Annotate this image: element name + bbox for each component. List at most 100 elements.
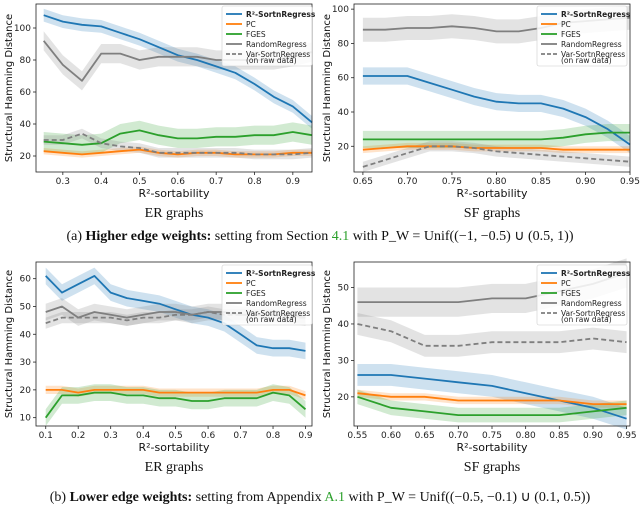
legend: R²-SortnRegressPCFGESRandomRegressVar-So… <box>536 264 631 326</box>
legend-box <box>536 264 628 326</box>
y-tick-label: 20 <box>338 142 350 152</box>
x-tick-label: 0.8 <box>247 177 262 187</box>
band-sortn <box>357 364 627 430</box>
x-tick-label: 0.5 <box>132 177 146 187</box>
y-axis-label: Structural Hamming Distance <box>322 14 333 162</box>
caption-a-bold: Higher edge weights: <box>86 229 212 244</box>
y-axis-label: Structural Hamming Distance <box>4 14 15 162</box>
legend-label-var: Var-SortnRegress <box>246 50 310 59</box>
x-tick-label: 0.75 <box>482 431 502 441</box>
x-tick-label: 0.70 <box>448 431 468 441</box>
legend-label-pc: PC <box>246 20 256 29</box>
caption-a: (a) Higher edge weights: setting from Se… <box>66 229 573 244</box>
x-tick-label: 0.1 <box>39 431 53 441</box>
x-tick-label: 0.6 <box>171 177 186 187</box>
legend-box <box>221 264 313 326</box>
x-tick-label: 0.8 <box>266 431 281 441</box>
legend-label-var-note: (on raw data) <box>246 315 297 324</box>
y-tick-label: 40 <box>338 108 350 118</box>
series-line-fges <box>44 391 307 419</box>
y-tick-label: 20 <box>338 393 350 403</box>
x-axis-label: R²-sortability <box>456 441 528 454</box>
legend-label-random: RandomRegress <box>246 299 307 308</box>
legend-label-pc: PC <box>561 279 571 288</box>
x-tick-label: 0.80 <box>486 177 506 187</box>
series-line-fges <box>357 395 627 417</box>
chart-a-sf-graphs: 0.65 0.70 0.75 0.80 0.85 0.90 0.95 20 40 60 80 100 R… <box>322 3 640 221</box>
caption-a-label: (a) <box>66 229 82 244</box>
x-tick-label: 0.95 <box>620 177 640 187</box>
caption-a-text: setting from Section <box>215 229 329 244</box>
x-tick-label: 0.4 <box>136 431 151 441</box>
legend-label-var: Var-SortnRegress <box>246 309 310 318</box>
caption-b-bold: Lower edge weights: <box>70 490 193 505</box>
y-tick-label: 100 <box>332 5 349 15</box>
x-tick-label: 0.3 <box>56 177 70 187</box>
plot-frame <box>35 261 313 427</box>
x-tick-label: 0.90 <box>583 431 603 441</box>
legend-label-fges: FGES <box>561 30 581 39</box>
y-tick-label: 40 <box>338 320 350 330</box>
series-line-var <box>43 132 313 156</box>
x-axis-label: R²-sortability <box>138 441 210 454</box>
chart-subtitle: ER graphs <box>145 206 204 221</box>
legend-label-sortn: R²-SortnRegress <box>246 10 316 19</box>
caption-b-ref[interactable]: A.1 <box>324 490 345 505</box>
plot-frame <box>35 3 313 173</box>
y-tick-label: 100 <box>14 24 31 34</box>
legend-label-pc: PC <box>246 279 256 288</box>
x-tick-label: 0.85 <box>531 177 551 187</box>
band-sortn <box>45 267 306 360</box>
legend-label-fges: FGES <box>246 30 266 39</box>
x-tick-label: 0.80 <box>516 431 536 441</box>
caption-b-text: setting from Appendix <box>196 490 322 505</box>
chart-subtitle: SF graphs <box>464 206 520 221</box>
legend-label-sortn: R²-SortnRegress <box>561 10 631 19</box>
x-tick-label: 0.2 <box>71 431 85 441</box>
plot-frame <box>353 3 631 173</box>
legend-label-sortn: R²-SortnRegress <box>561 269 631 278</box>
legend-label-var: Var-SortnRegress <box>561 309 625 318</box>
x-tick-label: 0.4 <box>94 177 109 187</box>
caption-b-rest: with P_W = Unif((−0.5, −0.1) ∪ (0.1, 0.5… <box>349 490 591 505</box>
legend: R²-SortnRegressPCFGESRandomRegressVar-So… <box>536 5 631 67</box>
band-sortn <box>43 8 312 129</box>
band-var <box>362 141 630 172</box>
legend-label-var-note: (on raw data) <box>246 56 297 65</box>
x-tick-label: 0.55 <box>347 431 367 441</box>
y-tick-label: 20 <box>20 386 32 396</box>
caption-a-rest: with P_W = Unif((−1, −0.5) ∪ (0.5, 1)) <box>353 229 574 244</box>
series-line-fges <box>362 131 630 141</box>
y-tick-label: 10 <box>20 414 32 424</box>
y-tick-label: 30 <box>338 356 350 366</box>
band-sortn <box>362 67 630 154</box>
chart-b-sf-graphs: 0.55 0.60 0.65 0.70 0.75 0.80 0.85 0.90 0.95 20 30… <box>322 258 637 475</box>
x-axis-label: R²-sortability <box>456 187 528 200</box>
x-tick-label: 0.9 <box>286 177 301 187</box>
y-tick-label: 60 <box>338 74 350 84</box>
legend: R²-SortnRegressPCFGESRandomRegressVar-So… <box>221 5 316 67</box>
series-line-sortn <box>357 374 627 420</box>
y-tick-label: 80 <box>20 56 32 66</box>
legend-label-random: RandomRegress <box>561 40 622 49</box>
band-var <box>43 128 312 160</box>
legend-box <box>536 5 628 67</box>
legend-label-var-note: (on raw data) <box>561 56 612 65</box>
y-tick-label: 60 <box>20 88 32 98</box>
x-tick-label: 0.90 <box>575 177 595 187</box>
y-tick-label: 60 <box>20 275 32 285</box>
x-tick-label: 0.6 <box>201 431 216 441</box>
x-tick-label: 0.70 <box>397 177 417 187</box>
legend-box <box>221 5 313 67</box>
x-tick-label: 0.60 <box>381 431 401 441</box>
series-line-pc <box>362 145 630 151</box>
x-tick-label: 0.7 <box>209 177 223 187</box>
legend: R²-SortnRegressPCFGESRandomRegressVar-So… <box>221 264 316 326</box>
y-tick-label: 40 <box>20 330 32 340</box>
caption-a-ref[interactable]: 4.1 <box>332 229 350 244</box>
series-line-sortn <box>43 14 313 124</box>
y-tick-label: 40 <box>20 120 32 130</box>
chart-a-er-graphs: 0.3 0.4 0.5 0.6 0.7 0.8 0.9 20 40 60 80 100 R²-sorta… <box>4 3 316 221</box>
series-line-sortn <box>45 274 306 352</box>
